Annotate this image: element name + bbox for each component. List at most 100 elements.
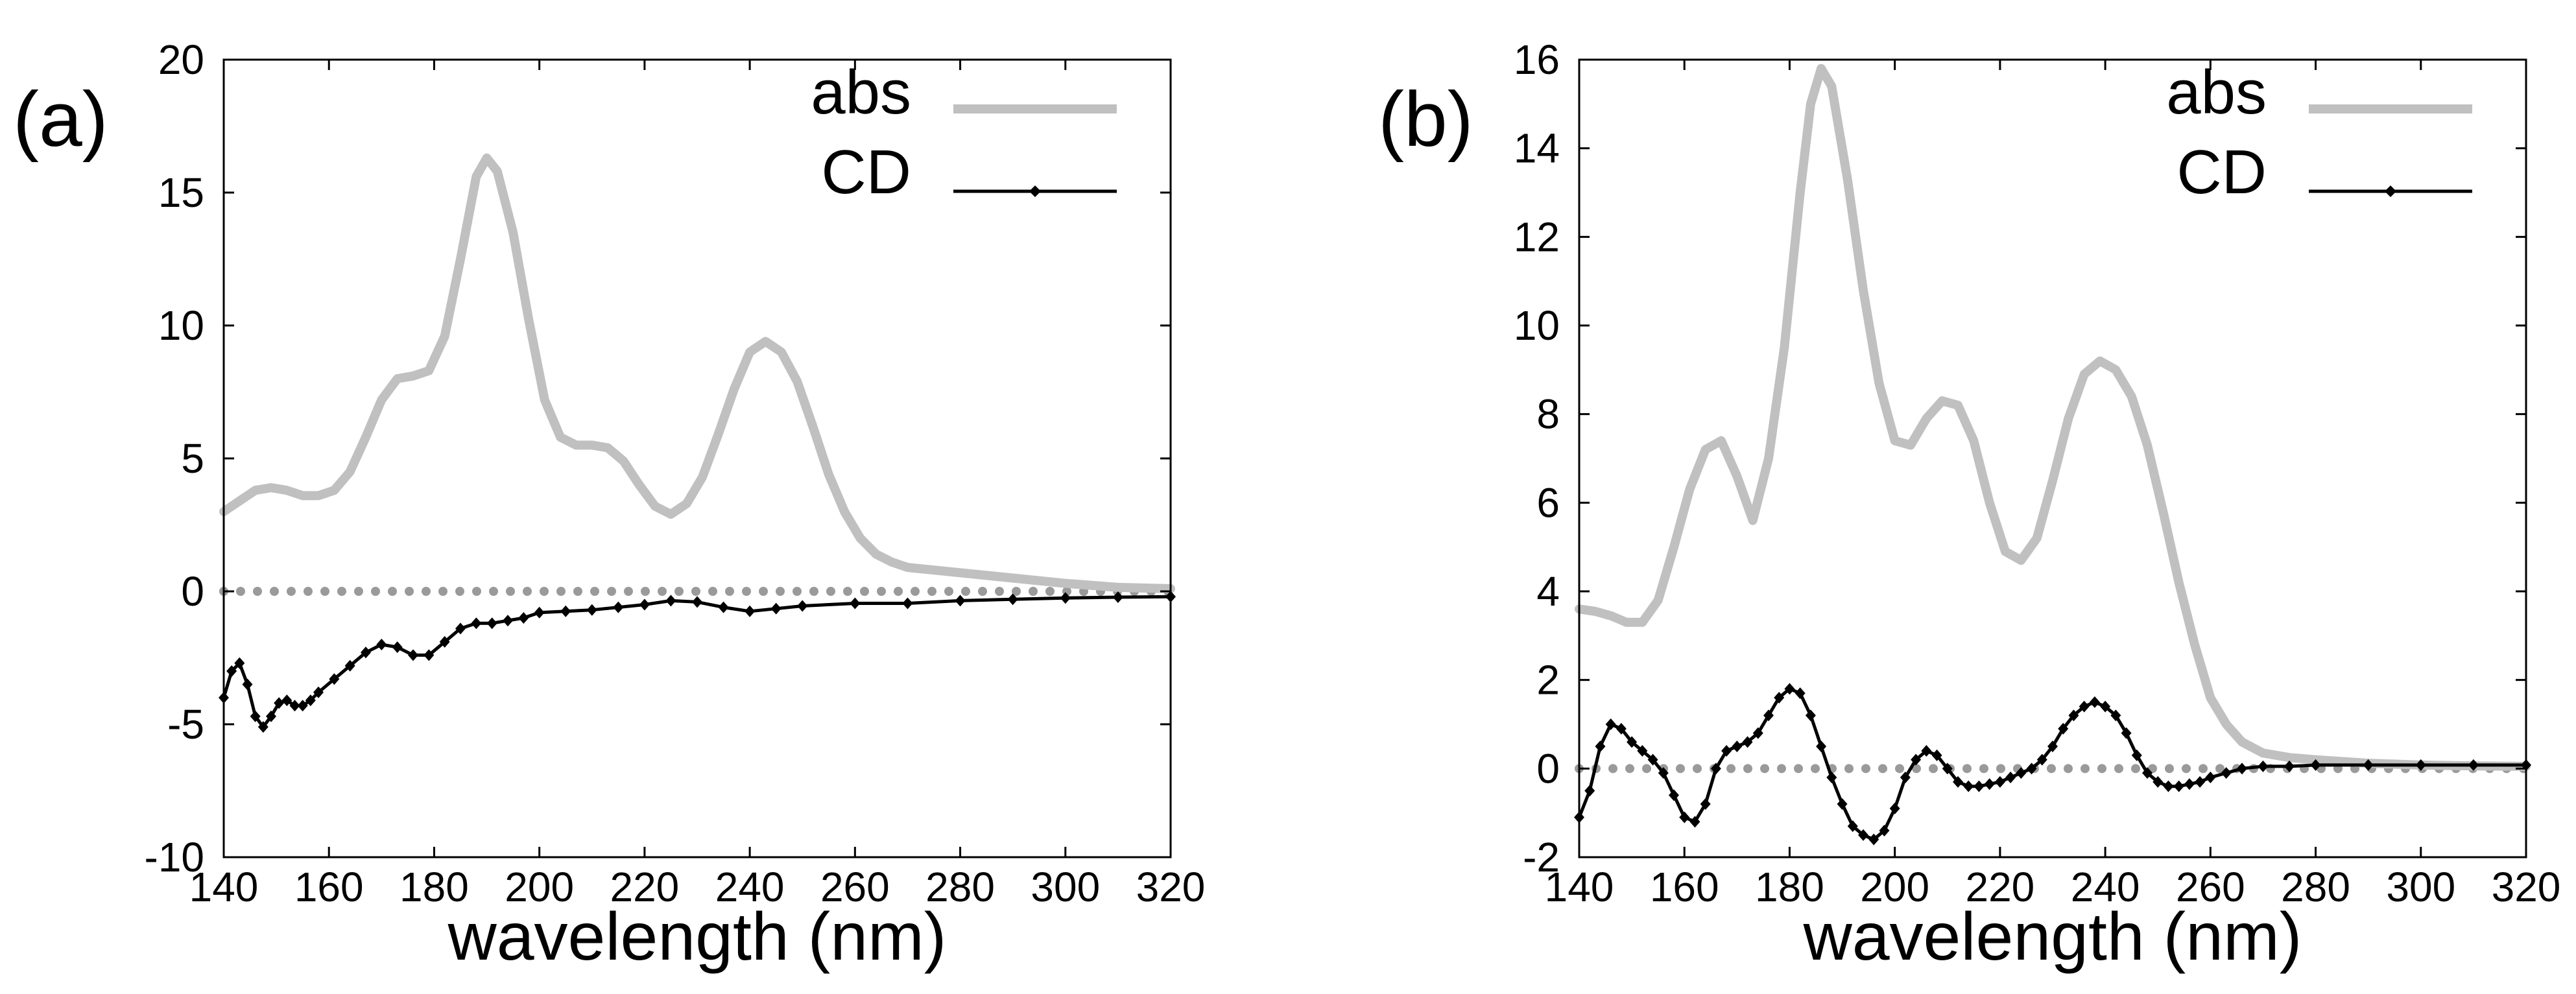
y-tick-label: 10: [1514, 302, 1560, 349]
cd-data-point: [2184, 778, 2195, 790]
cd-data-point: [518, 612, 529, 624]
cd-data-point: [1752, 727, 1763, 739]
cd-data-point: [2058, 722, 2069, 735]
cd-data-point: [234, 657, 245, 669]
cd-data-point: [1942, 763, 1953, 775]
cd-data-point: [2221, 767, 2232, 779]
series-line-abs: [1575, 64, 2531, 771]
cd-data-point: [1795, 687, 1806, 700]
cd-data-point: [534, 606, 545, 619]
cd-data-point: [1595, 740, 1606, 753]
x-tick-label: 200: [1860, 864, 1929, 910]
cd-data-point: [1900, 772, 1911, 783]
cd-data-point: [408, 649, 418, 661]
cd-data-point: [1658, 767, 1669, 779]
cd-data-point: [1847, 820, 1858, 833]
cd-data-point: [2026, 763, 2037, 775]
cd-data-point: [1721, 745, 1732, 757]
cd-data-point: [1963, 780, 1974, 792]
cd-data-point: [2142, 767, 2153, 779]
cd-data-point: [329, 673, 340, 685]
cd-data-point: [586, 604, 597, 616]
cd-data-point: [2468, 759, 2479, 771]
cd-data-point: [639, 598, 650, 611]
x-tick-label: 320: [2492, 864, 2561, 910]
legend-label-abs: abs: [811, 58, 911, 127]
cd-data-point: [1689, 816, 1700, 828]
cd-data-point: [1060, 592, 1071, 604]
cd-data-point: [376, 639, 387, 650]
cd-data-point: [692, 596, 702, 608]
cd-data-point: [665, 595, 676, 607]
cd-data-point: [1974, 780, 1985, 792]
cd-data-point: [1616, 722, 1627, 735]
legend-label-cd: CD: [2176, 137, 2267, 207]
cd-data-point: [503, 615, 513, 627]
x-axis-title: wavelength (nm): [447, 899, 947, 975]
x-tick-label: 160: [294, 864, 364, 910]
cd-data-point: [1627, 736, 1638, 748]
cd-data-point: [797, 600, 808, 612]
cd-data-point: [560, 605, 571, 617]
cd-data-point: [1816, 740, 1827, 753]
cd-data-point: [1112, 591, 1123, 604]
cd-data-point: [1742, 736, 1753, 748]
y-tick-label: -5: [167, 701, 204, 748]
cd-data-point: [2110, 709, 2121, 722]
x-tick-label: 260: [2176, 864, 2245, 910]
y-tick-label: 0: [1536, 745, 1560, 792]
cd-data-point: [1879, 825, 1890, 836]
cd-data-point: [439, 635, 450, 648]
panel-b: (b) 140 160 180 200 220 240 260 280 300 320161412…: [1378, 36, 2560, 975]
y-tick-label: 15: [158, 169, 204, 216]
cd-data-point: [1784, 683, 1795, 695]
cd-data-point: [2163, 780, 2174, 792]
x-tick-label: 320: [1136, 864, 1206, 910]
cd-data-point: [1605, 718, 1616, 730]
series-line-cd: [222, 595, 1173, 729]
y-tick-label: 14: [1514, 125, 1560, 172]
cd-data-point: [297, 700, 308, 712]
y-tick-label: 5: [181, 435, 204, 482]
y-tick-label: 6: [1536, 479, 1560, 526]
cd-data-point: [2036, 753, 2047, 766]
cd-data-point: [2415, 759, 2426, 771]
y-tick-label: 4: [1536, 568, 1560, 615]
x-tick-label: 280: [925, 864, 995, 910]
cd-data-point: [1858, 829, 1868, 841]
cd-data-point: [2131, 749, 2142, 761]
cd-data-point: [850, 597, 861, 609]
cd-data-point: [1637, 745, 1648, 757]
cd-data-point: [250, 710, 261, 722]
cd-data-point: [2205, 772, 2216, 783]
cd-data-point: [281, 694, 292, 707]
cd-data-point: [471, 617, 482, 630]
panel-a: (a) 140 160 180 200 220 240 260 280 300 320 20 15 10…: [13, 36, 1205, 975]
plot-frame: [222, 58, 1172, 858]
x-tick-label: 220: [610, 864, 679, 910]
x-tick-label: 180: [400, 864, 469, 910]
cd-data-point: [2121, 727, 2132, 739]
cd-data-point: [1921, 745, 1932, 757]
cd-data-point: [1710, 763, 1721, 775]
cd-data-point: [1984, 778, 1995, 790]
x-tick-label: 220: [1965, 864, 2034, 910]
cd-data-point: [455, 622, 466, 635]
cd-data-point: [313, 686, 324, 698]
y-tick-label: 16: [1514, 36, 1560, 83]
series-layer: [1574, 64, 2531, 846]
cd-data-point: [2363, 759, 2374, 771]
cd-data-point: [2089, 696, 2100, 708]
x-axis-title: wavelength (nm): [1803, 899, 2302, 975]
cd-data-point: [2173, 780, 2184, 792]
cd-data-point: [902, 597, 913, 609]
y-tick-label: 8: [1536, 391, 1560, 438]
cd-data-point: [2258, 760, 2269, 772]
cd-data-point: [1868, 833, 1879, 846]
series-line-abs: [219, 153, 1175, 593]
x-tick-label: 240: [715, 864, 785, 910]
cd-data-point: [226, 665, 237, 677]
legend-label-cd: CD: [821, 137, 911, 207]
legend-label-abs: abs: [2166, 58, 2267, 127]
